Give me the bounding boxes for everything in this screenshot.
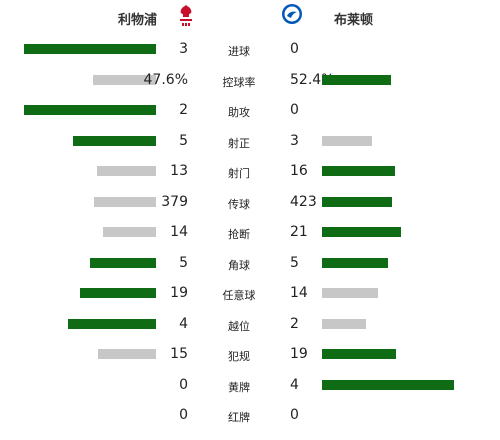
stat-row: 379 传球 423 [0,188,500,219]
stat-row: 4 越位 2 [0,310,500,341]
home-stat-value: 47.6% [143,71,188,88]
stat-label: 犯规 [228,350,250,363]
stat-label: 控球率 [222,75,256,89]
stat-label: 助攻 [228,106,250,119]
home-stat-bar [73,135,156,146]
brighton-crest-icon [282,4,302,24]
away-stat-value: 0 [290,102,299,118]
match-stats-header: 利物浦 布莱顿 [0,0,500,34]
away-stat-value: 2 [290,315,299,332]
away-stat-value: 0 [290,41,299,57]
away-stat-bar [322,74,391,85]
home-stat-value: 19 [170,285,188,301]
away-stat-value: 5 [290,254,299,271]
stat-row: 3 进球 0 [0,35,500,66]
stat-label: 角球 [228,258,250,272]
home-stat-value: 5 [179,254,188,271]
stat-label: 进球 [228,45,250,58]
away-stat-value: 423 [290,193,317,210]
away-stat-bar [322,166,395,176]
away-stat-bar [322,318,366,329]
home-stat-bar [80,288,156,298]
stat-row: 14 抢断 21 [0,218,500,249]
stat-label: 传球 [228,197,250,211]
stat-label: 射正 [228,136,250,150]
home-stat-bar [90,257,156,268]
home-stat-bar [97,166,156,176]
away-stat-bar [322,196,392,207]
home-stat-bar [98,349,156,359]
away-stat-value: 16 [290,163,308,179]
stat-label: 黄牌 [228,380,250,394]
away-stat-bar [322,288,378,298]
stat-row: 5 射正 3 [0,127,500,158]
stat-label: 抢断 [228,228,250,241]
away-stat-bar [322,135,372,146]
stat-label: 越位 [228,319,250,333]
away-stat-value: 21 [290,224,308,240]
home-stat-value: 15 [170,346,188,362]
home-stat-bar [68,318,156,329]
stats-table: 3 进球 0 47.6% 控球率 52.4% 2 助攻 0 5 射正 3 13 射门 16 379 传球 423 1… [0,35,500,432]
stat-row: 0 红牌 0 [0,401,500,432]
stat-label: 红牌 [228,411,250,424]
stat-row: 5 角球 5 [0,249,500,280]
away-stat-bar [322,257,388,268]
away-stat-bar [322,379,454,390]
home-stat-value: 4 [179,315,188,332]
stat-row: 15 犯规 19 [0,340,500,371]
home-stat-value: 5 [179,132,188,149]
home-stat-bar [94,196,156,207]
liverpool-crest-icon [180,5,192,26]
stat-row: 0 黄牌 4 [0,371,500,402]
home-stat-bar [103,227,156,237]
stat-row: 47.6% 控球率 52.4% [0,66,500,97]
away-team-name: 布莱顿 [334,13,374,28]
stat-label: 射门 [228,167,250,180]
home-stat-value: 379 [161,193,188,210]
home-stat-value: 3 [179,41,188,57]
home-stat-value: 0 [179,407,188,423]
stat-row: 13 射门 16 [0,157,500,188]
stat-row: 2 助攻 0 [0,96,500,127]
stat-row: 19 任意球 14 [0,279,500,310]
home-stat-value: 0 [179,376,188,393]
home-stat-value: 2 [179,102,188,118]
home-stat-value: 14 [170,224,188,240]
away-stat-value: 19 [290,346,308,362]
home-stat-bar [24,105,156,115]
away-stat-bar [322,227,401,237]
away-stat-value: 0 [290,407,299,423]
away-stat-bar [322,349,396,359]
away-stat-value: 3 [290,132,299,149]
home-stat-bar [24,44,156,54]
home-stat-value: 13 [170,163,188,179]
stat-label: 任意球 [222,289,256,302]
home-team-name: 利物浦 [118,13,158,28]
home-stat-bar [93,74,156,85]
away-stat-value: 14 [290,285,308,301]
away-stat-value: 4 [290,376,299,393]
